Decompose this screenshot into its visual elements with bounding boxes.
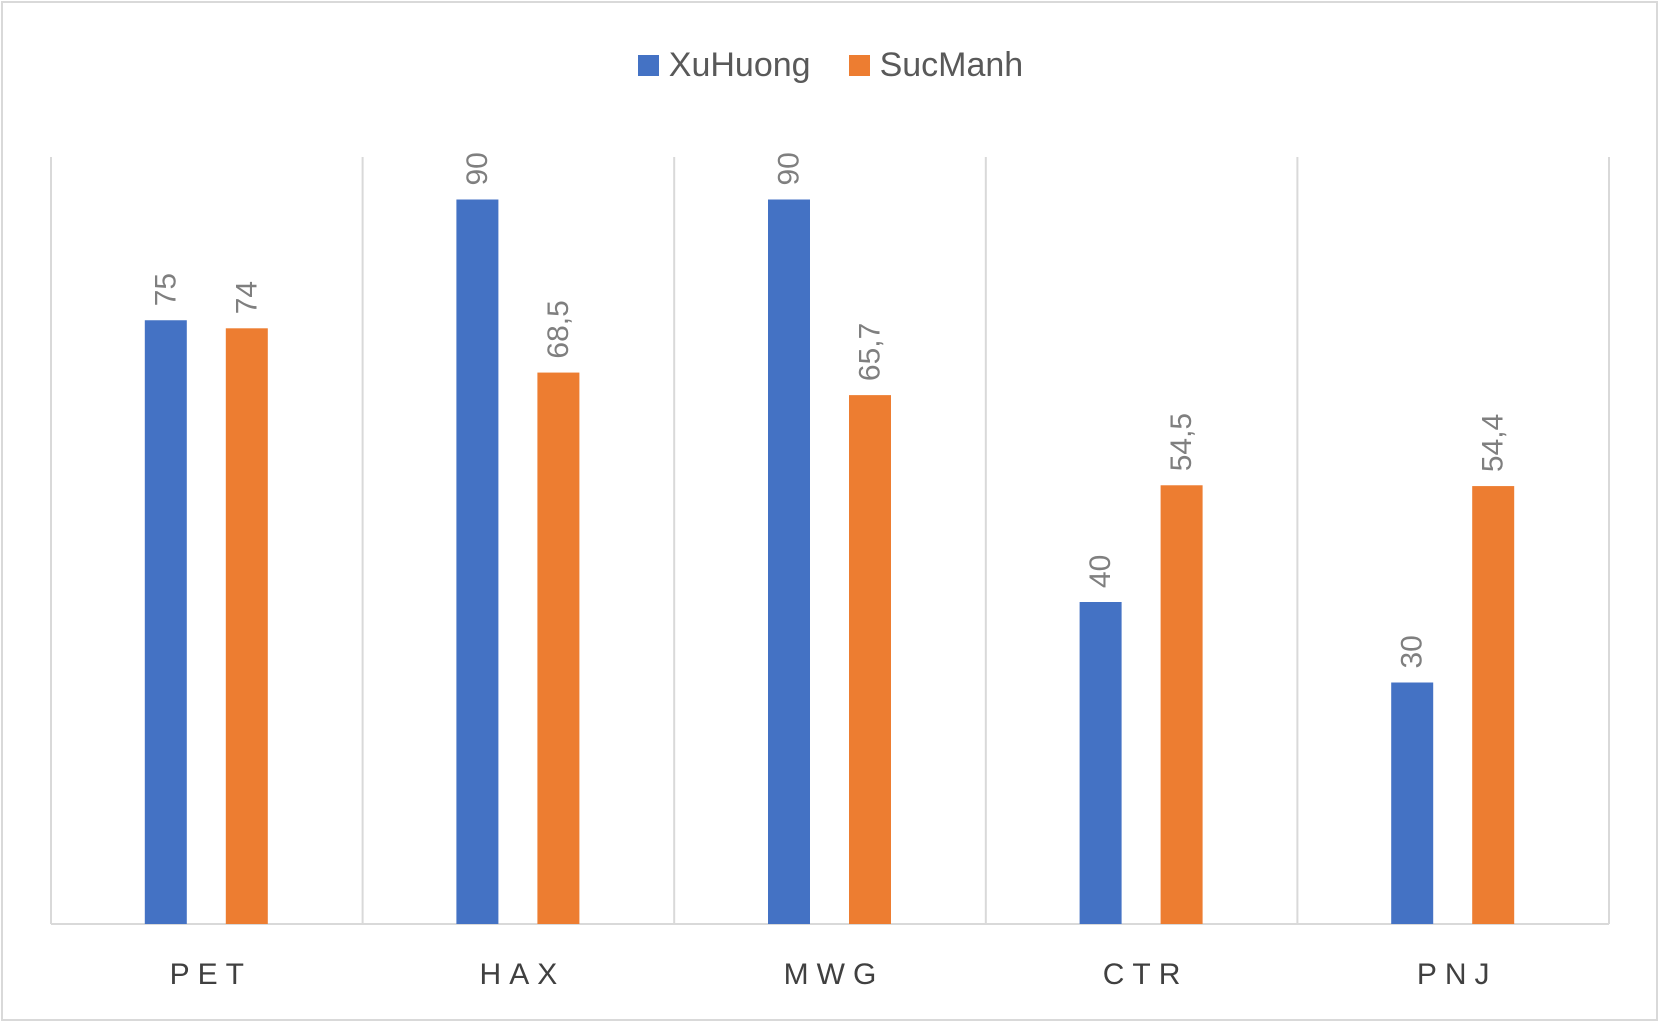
legend-swatch-xuhuong <box>637 55 659 76</box>
data-label-sucmanh-ctr: 54,5 <box>1165 413 1198 471</box>
data-label-sucmanh-mwg: 65,7 <box>854 323 887 381</box>
data-label-xuhuong-pnj: 30 <box>1396 635 1429 668</box>
legend-item-xuhuong: XuHuong <box>637 46 811 85</box>
data-label-xuhuong-mwg: 90 <box>773 152 806 185</box>
legend-swatch-sucmanh <box>848 55 870 76</box>
category-label-ctr: CTR <box>1103 958 1189 991</box>
bar-xuhuong-hax <box>456 199 499 924</box>
bar-sucmanh-pnj <box>1472 486 1515 924</box>
data-label-xuhuong-pet: 75 <box>149 273 182 306</box>
legend-label-sucmanh: SucManh <box>879 46 1024 84</box>
bar-sucmanh-pet <box>225 328 268 924</box>
bar-xuhuong-pet <box>144 320 187 924</box>
bar-xuhuong-mwg <box>768 199 810 924</box>
legend-item-sucmanh: SucManh <box>848 46 1024 85</box>
legend: XuHuong SucManh <box>0 46 1661 85</box>
legend-label-xuhuong: XuHuong <box>668 46 811 84</box>
data-label-xuhuong-ctr: 40 <box>1084 555 1117 588</box>
bar-xuhuong-pnj <box>1391 682 1434 924</box>
category-label-hax: HAX <box>480 958 566 991</box>
data-label-sucmanh-hax: 68,5 <box>542 300 575 358</box>
data-label-sucmanh-pet: 74 <box>230 281 263 314</box>
bar-sucmanh-hax <box>537 372 580 924</box>
data-label-xuhuong-hax: 90 <box>461 152 494 185</box>
category-label-pet: PET <box>170 958 252 991</box>
data-label-sucmanh-pnj: 54,4 <box>1477 414 1510 472</box>
category-label-pnj: PNJ <box>1417 958 1498 991</box>
bar-xuhuong-ctr <box>1079 602 1122 924</box>
bar-sucmanh-ctr <box>1160 485 1203 924</box>
category-label-mwg: MWG <box>784 958 885 991</box>
bar-sucmanh-mwg <box>849 395 891 924</box>
